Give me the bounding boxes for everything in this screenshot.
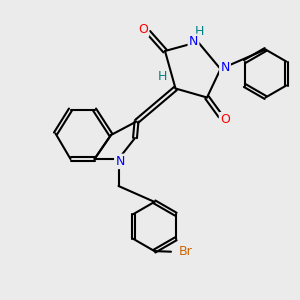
- Text: H: H: [195, 25, 204, 38]
- Text: N: N: [115, 155, 125, 168]
- Text: H: H: [157, 70, 167, 83]
- Text: O: O: [138, 23, 148, 36]
- Text: N: N: [220, 61, 230, 74]
- Text: Br: Br: [179, 245, 193, 258]
- Text: N: N: [189, 35, 198, 48]
- Text: O: O: [220, 113, 230, 126]
